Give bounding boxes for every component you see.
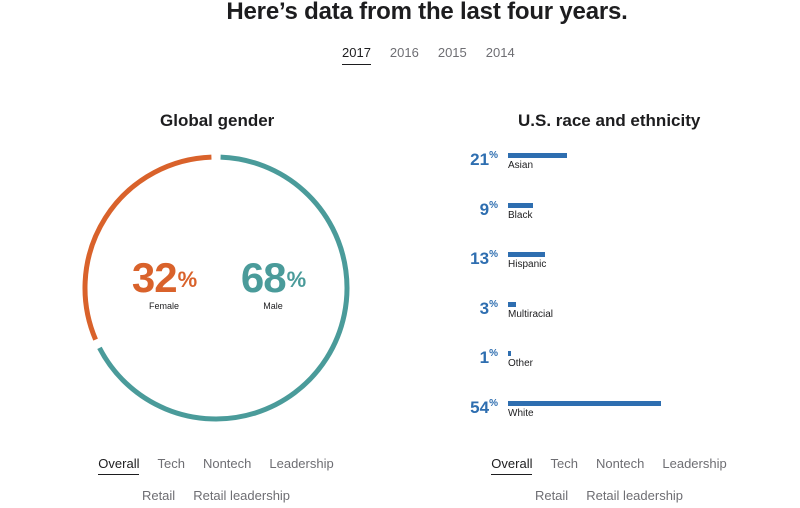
race-row-white: 54% White xyxy=(460,398,790,428)
gender-filter-row-2: Retail Retail leadership xyxy=(93,488,339,506)
race-bar xyxy=(508,301,517,307)
race-value: 13% xyxy=(470,249,498,268)
gender-filter-nontech[interactable]: Nontech xyxy=(202,456,252,471)
race-filter-retail[interactable]: Retail xyxy=(534,488,569,503)
race-row-other: 1% Other xyxy=(460,348,790,378)
race-row-hispanic: 13% Hispanic xyxy=(460,249,790,279)
gender-filter-tech[interactable]: Tech xyxy=(157,456,185,471)
page-headline: Here’s data from the last four years. xyxy=(226,0,628,25)
race-row-multiracial: 3% Multiracial xyxy=(460,299,790,329)
race-value: 1% xyxy=(479,348,498,367)
year-tabs: 2017 2016 2015 2014 xyxy=(342,45,515,65)
year-tab-2016[interactable]: 2016 xyxy=(389,45,419,60)
male-percentage: 68% xyxy=(240,254,306,301)
race-label: Black xyxy=(508,209,533,221)
race-row-black: 9% Black xyxy=(460,200,790,230)
female-stat: 32% Female xyxy=(122,254,206,312)
gender-chart-title: Global gender xyxy=(160,111,275,130)
race-bar xyxy=(508,153,568,158)
male-arc xyxy=(97,154,350,422)
race-filter-nontech[interactable]: Nontech xyxy=(595,456,645,471)
gender-filter-row-1: Overall Tech Nontech Leadership xyxy=(93,456,339,475)
male-label: Male xyxy=(263,301,283,311)
race-bar xyxy=(508,202,534,208)
male-stat: 68% Male xyxy=(230,254,316,312)
race-value: 54% xyxy=(470,397,498,417)
race-value: 3% xyxy=(479,298,498,318)
gender-donut-chart xyxy=(82,154,350,422)
year-tab-2017[interactable]: 2017 xyxy=(342,45,371,65)
gender-filter-retail[interactable]: Retail xyxy=(141,488,176,503)
gender-filter-overall[interactable]: Overall xyxy=(98,456,140,475)
year-tab-2014[interactable]: 2014 xyxy=(485,45,515,60)
race-filter-overall[interactable]: Overall xyxy=(491,456,533,475)
race-label: Multiracial xyxy=(508,308,554,320)
gender-filter-tabs: Overall Tech Nontech Leadership Retail R… xyxy=(93,456,339,506)
female-percentage: 32% xyxy=(131,254,197,301)
race-value: 9% xyxy=(479,199,498,219)
race-label: White xyxy=(508,407,534,419)
race-label: Hispanic xyxy=(508,259,547,270)
gender-filter-retail-leadership[interactable]: Retail leadership xyxy=(193,488,291,503)
race-filter-retail-leadership[interactable]: Retail leadership xyxy=(586,488,684,503)
race-chart-title: U.S. race and ethnicity xyxy=(518,111,701,130)
race-bar xyxy=(508,252,545,257)
race-label: Asian xyxy=(508,160,534,171)
race-label: Other xyxy=(508,358,534,369)
race-filter-tech[interactable]: Tech xyxy=(550,456,578,471)
race-filter-tabs: Overall Tech Nontech Leadership Retail R… xyxy=(486,456,732,506)
race-row-asian: 21% Asian xyxy=(460,150,790,180)
race-value: 21% xyxy=(470,150,498,169)
year-tab-2015[interactable]: 2015 xyxy=(437,45,467,60)
female-label: Female xyxy=(148,301,179,311)
race-filter-row-2: Retail Retail leadership xyxy=(486,488,732,506)
gender-filter-leadership[interactable]: Leadership xyxy=(269,456,334,471)
race-filter-leadership[interactable]: Leadership xyxy=(662,456,727,471)
race-bar xyxy=(508,351,511,356)
female-arc xyxy=(82,154,212,341)
race-bar xyxy=(508,400,661,406)
race-filter-row-1: Overall Tech Nontech Leadership xyxy=(486,456,732,475)
